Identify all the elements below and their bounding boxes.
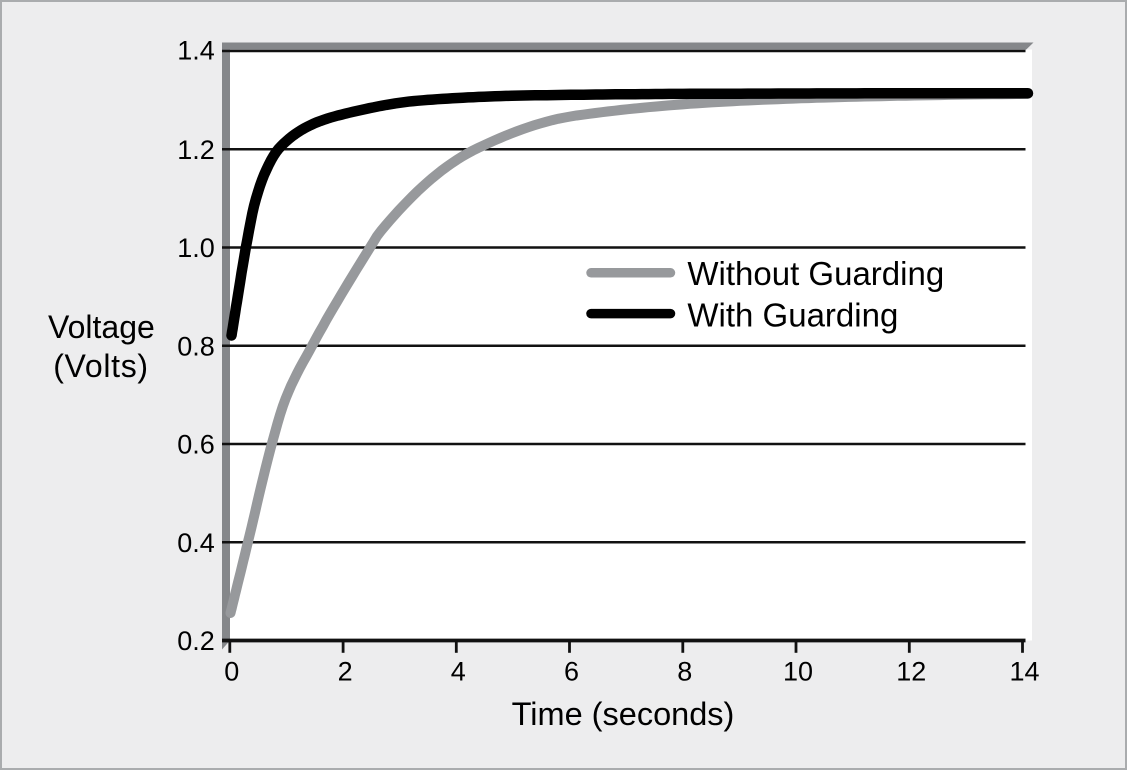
svg-text:6: 6: [564, 656, 579, 686]
svg-text:Time (seconds): Time (seconds): [512, 696, 735, 732]
svg-text:10: 10: [783, 656, 813, 686]
svg-text:2: 2: [338, 656, 353, 686]
svg-text:1.4: 1.4: [177, 36, 215, 66]
svg-text:4: 4: [451, 656, 466, 686]
svg-text:1.0: 1.0: [177, 233, 215, 263]
svg-text:1.2: 1.2: [177, 135, 215, 165]
svg-text:0.8: 0.8: [177, 331, 215, 361]
svg-text:14: 14: [1009, 656, 1039, 686]
svg-text:(Volts): (Volts): [53, 348, 149, 384]
svg-text:12: 12: [896, 656, 926, 686]
svg-text:0: 0: [224, 656, 239, 686]
svg-text:0.6: 0.6: [177, 430, 215, 460]
svg-text:0.2: 0.2: [177, 626, 215, 656]
svg-text:Without Guarding: Without Guarding: [687, 255, 944, 292]
svg-text:0.4: 0.4: [177, 528, 215, 558]
svg-text:Voltage: Voltage: [48, 309, 155, 345]
svg-text:With Guarding: With Guarding: [687, 297, 898, 334]
svg-text:8: 8: [677, 656, 692, 686]
